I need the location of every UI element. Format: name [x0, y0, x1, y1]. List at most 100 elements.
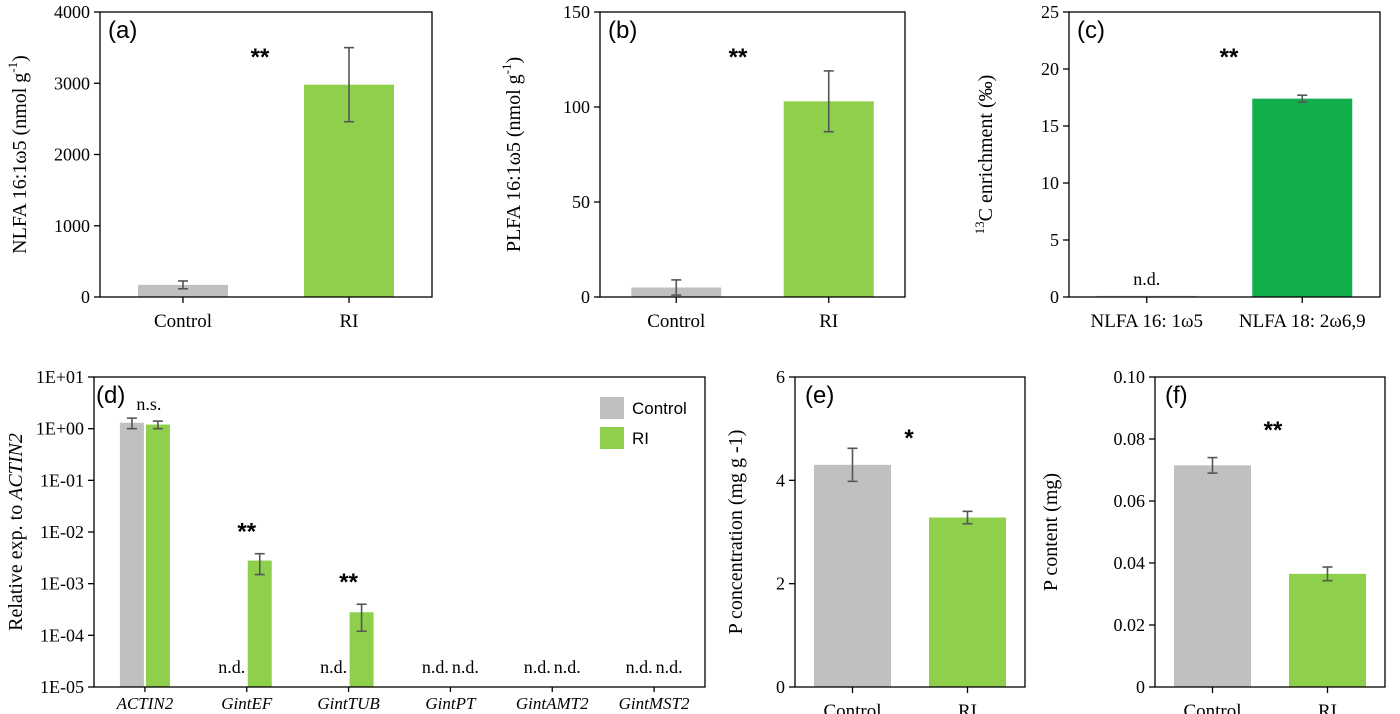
y-tick-label: 25: [1041, 2, 1059, 22]
x-category-label: GintTUB: [317, 694, 380, 713]
not-detected-label: n.d.: [656, 657, 683, 677]
error-bar-b-1: [823, 70, 834, 133]
error-bar-c-1: [1297, 94, 1308, 103]
y-tick-label: 3000: [54, 73, 90, 93]
y-tick-label: 1E-04: [40, 625, 84, 645]
legend-swatch-ri: [600, 427, 624, 449]
bar-c-1: [1252, 98, 1353, 297]
y-tick-label: 1E-05: [40, 677, 84, 697]
y-tick-label: 0.06: [1114, 491, 1146, 511]
y-tick-label: 4: [776, 470, 785, 490]
ylabel-text: PLFA 16:1ω5 (nmol g: [503, 74, 525, 252]
legend-swatch-control: [600, 397, 624, 419]
ylabel-superscript: -1: [499, 64, 514, 75]
panel-e-ylabel: P concentration (mg g -1): [725, 430, 747, 635]
ylabel-text: P concentration (mg g -1): [725, 430, 747, 635]
significance-marker: **: [729, 44, 748, 71]
y-tick-label: 2000: [54, 145, 90, 165]
y-tick-label: 150: [563, 2, 590, 22]
y-tick-label: 0.02: [1114, 615, 1146, 635]
ylabel-italic: ACTIN2: [5, 433, 27, 502]
panel-b-ylabel: PLFA 16:1ω5 (nmol g-1): [499, 57, 525, 252]
bar-d-ri-0: [145, 424, 170, 687]
significance-marker: **: [1220, 44, 1239, 71]
panel-label: (f): [1165, 382, 1188, 409]
not-detected-label: n.d.: [1133, 269, 1160, 289]
y-tick-label: 10: [1041, 173, 1059, 193]
panel-d-frame: [93, 376, 706, 688]
error-bar-d-ri-2: [356, 603, 367, 633]
panel-f-ylabel: P content (mg): [1040, 473, 1062, 591]
y-tick-label: 1E-02: [40, 522, 84, 542]
y-tick-label: 5: [1050, 230, 1059, 250]
y-tick-label: 1E+01: [36, 367, 84, 387]
x-category-label: GintPT: [425, 694, 477, 713]
y-tick-label: 0.04: [1114, 553, 1146, 573]
legend-label-ri: RI: [632, 429, 649, 448]
bar-d-ri-1: [247, 560, 272, 687]
panel-b-frame: [599, 11, 906, 298]
panel-d-ylabel: Relative exp. to ACTIN2: [5, 433, 27, 631]
bar-d-control-0: [119, 422, 144, 687]
x-category-label: RI: [1318, 701, 1337, 714]
x-category-label: Control: [823, 701, 881, 714]
error-bar-d-ri-0: [152, 420, 163, 430]
x-category-label: Control: [647, 311, 705, 332]
panel-e-frame: [794, 376, 1026, 688]
x-category-label: NLFA 16: 1ω5: [1091, 311, 1203, 332]
y-tick-label: 50: [572, 192, 590, 212]
x-category-label: RI: [340, 311, 359, 332]
x-category-label: GintAMT2: [516, 694, 589, 713]
y-tick-label: 0: [1050, 287, 1059, 307]
error-bar-a-1: [344, 46, 354, 123]
error-bar-e-0: [847, 447, 858, 483]
legend: Control RI: [600, 397, 687, 449]
y-tick-label: 1000: [54, 216, 90, 236]
significance-marker: **: [1264, 417, 1283, 444]
error-bar-f-1: [1322, 566, 1333, 582]
x-category-label: Control: [154, 311, 212, 332]
panel-label: (a): [108, 17, 137, 44]
significance-marker: **: [251, 44, 270, 71]
bar-a-0: [138, 284, 228, 297]
panel-c-ylabel: 13C enrichment (‰): [972, 75, 997, 235]
x-category-label: GintMST2: [619, 694, 690, 713]
error-bar-d-ri-1: [254, 552, 265, 576]
y-tick-label: 100: [563, 97, 590, 117]
y-tick-label: 4000: [54, 2, 90, 22]
x-category-label: Control: [1183, 701, 1241, 714]
error-bar-e-1: [962, 510, 973, 525]
panel-label: (b): [608, 17, 637, 44]
x-category-label: GintEF: [221, 694, 273, 713]
x-category-label: RI: [819, 311, 838, 332]
y-tick-label: 0.08: [1114, 429, 1146, 449]
legend-label-control: Control: [632, 399, 687, 418]
error-bar-a-0: [178, 280, 188, 290]
not-detected-label: n.d.: [320, 657, 347, 677]
error-bar-f-0: [1207, 456, 1218, 474]
y-tick-label: 0: [776, 677, 785, 697]
x-category-label: RI: [958, 701, 977, 714]
significance-marker: **: [339, 569, 358, 596]
ylabel-superscript: 13: [972, 221, 987, 234]
not-detected-label: n.d.: [218, 657, 245, 677]
y-tick-label: 0: [1136, 677, 1145, 697]
bar-e-1: [929, 517, 1006, 687]
ylabel-tail: ): [503, 57, 525, 64]
y-tick-label: 0: [581, 287, 590, 307]
y-tick-label: 1E-03: [40, 574, 84, 594]
panel-a-ylabel: NLFA 16:1ω5 (nmol g-1): [5, 55, 31, 254]
not-detected-label: n.d.: [422, 657, 449, 677]
panel-label: (e): [805, 382, 834, 409]
y-tick-label: 6: [776, 367, 785, 387]
panel-a-frame: [99, 11, 433, 298]
not-detected-label: n.d.: [524, 657, 551, 677]
ylabel-tail: ): [9, 55, 31, 62]
panel-f-frame: [1154, 376, 1386, 688]
significance-marker: n.s.: [136, 394, 161, 414]
bar-e-0: [814, 464, 891, 687]
not-detected-label: n.d.: [452, 657, 479, 677]
bar-f-1: [1289, 573, 1366, 687]
y-tick-label: 1E+00: [36, 419, 84, 439]
